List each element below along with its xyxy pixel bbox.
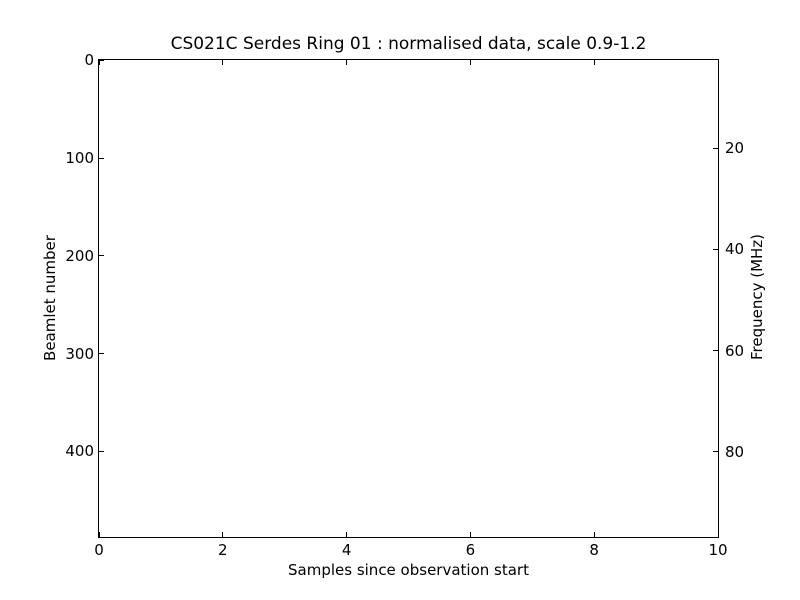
y-left-tick-label: 400 <box>65 442 94 461</box>
chart-title: CS021C Serdes Ring 01 : normalised data,… <box>170 34 647 54</box>
y-left-tick-mark <box>99 60 104 61</box>
y-left-tick-mark <box>99 353 104 355</box>
x-tick-mark-bottom <box>346 532 348 537</box>
x-tick-mark-top <box>593 60 595 65</box>
x-axis-label: Samples since observation start <box>288 561 529 579</box>
x-tick-mark-top <box>222 60 224 65</box>
x-tick-mark-bottom <box>593 532 595 537</box>
y-left-tick-label: 0 <box>84 51 94 70</box>
x-tick-label: 6 <box>465 541 476 559</box>
x-tick-label: 0 <box>94 541 104 559</box>
y-left-tick-label: 100 <box>65 149 94 168</box>
y-left-tick-label: 300 <box>65 344 94 363</box>
plot-area <box>98 59 719 538</box>
x-tick-label: 10 <box>708 541 728 559</box>
y-right-tick-mark <box>713 147 718 149</box>
y-left-tick-mark <box>99 450 104 452</box>
y-right-tick-mark <box>713 451 718 453</box>
y-right-tick-label: 20 <box>725 139 745 158</box>
y-left-tick-mark <box>99 157 104 159</box>
x-tick-label: 2 <box>218 541 228 559</box>
x-tick-label: 8 <box>589 541 599 559</box>
y-right-tick-label: 60 <box>725 341 745 360</box>
x-tick-mark-top <box>346 60 348 65</box>
x-tick-mark-top <box>98 60 100 65</box>
x-tick-label: 4 <box>341 541 352 559</box>
y-right-tick-mark <box>713 248 718 250</box>
x-tick-mark-top <box>469 60 471 65</box>
y-left-tick-mark <box>99 255 104 257</box>
x-tick-mark-bottom <box>222 532 224 537</box>
y-right-tick-label: 40 <box>725 240 745 259</box>
x-tick-mark-top <box>717 60 719 65</box>
x-tick-mark-bottom <box>469 532 471 537</box>
y-right-tick-mark <box>713 350 718 352</box>
x-tick-mark-bottom <box>717 532 719 537</box>
y-right-tick-label: 80 <box>725 442 745 461</box>
y-left-tick-label: 200 <box>65 246 94 265</box>
x-tick-mark-bottom <box>98 532 100 537</box>
